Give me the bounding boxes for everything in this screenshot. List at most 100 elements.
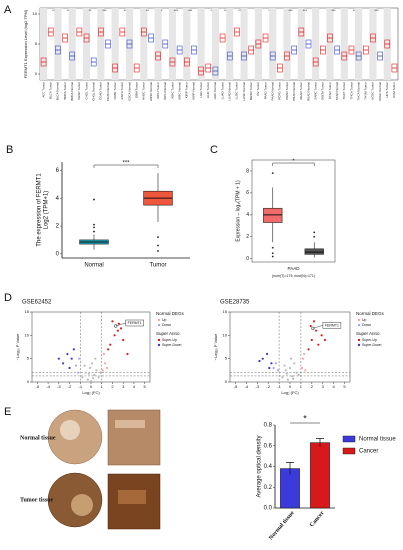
significance: **	[89, 9, 92, 13]
point	[276, 369, 280, 372]
highlight-box	[125, 319, 144, 327]
point	[66, 352, 69, 356]
outlier	[313, 235, 316, 238]
point	[300, 366, 304, 370]
x-tick-label: Tumor	[149, 263, 166, 269]
x-tick-label: PAAD Tumor	[263, 82, 267, 99]
x-tick-label: KICH Normal	[163, 82, 167, 100]
x-tick-label: LUSC Normal	[242, 82, 246, 101]
x-tick-label: READ Normal	[306, 82, 310, 101]
x-tick-label: THYM Tumor	[364, 82, 368, 100]
legend-label: Super-Up	[162, 338, 177, 342]
point	[109, 343, 112, 346]
legend-label: Up	[362, 318, 367, 322]
column-shade	[226, 8, 234, 80]
note: (num(T)=179; num(N)=171)	[272, 274, 315, 278]
legend-swatch	[357, 338, 361, 342]
x-tick-label: -2	[266, 384, 270, 389]
x-tick-label: ESCA Normal	[127, 82, 131, 101]
point	[117, 322, 120, 325]
point	[270, 362, 273, 365]
significance: ***	[102, 9, 107, 13]
column-shade	[40, 8, 48, 80]
x-axis-label: Log₂ (FC)	[82, 390, 100, 395]
legend-heading: Normal DEGs	[156, 311, 185, 316]
column-shade	[269, 8, 277, 80]
point	[317, 343, 320, 346]
x-tick-label: 2	[111, 384, 114, 389]
point	[74, 364, 78, 367]
legend-swatch	[157, 338, 161, 342]
point	[62, 362, 65, 365]
x-tick-label: READ Tumor	[299, 82, 303, 100]
y-tick-label: 0.6	[264, 443, 273, 449]
point	[283, 364, 286, 367]
legend-label: Up	[162, 318, 167, 322]
x-tick-label: COAD Normal	[106, 82, 110, 102]
normal-zoom	[107, 409, 161, 466]
column-shade	[340, 8, 348, 80]
point	[323, 338, 327, 342]
tumor-core-detail	[71, 494, 93, 516]
y-tick-label: 0	[246, 256, 249, 262]
point	[272, 366, 275, 370]
x-tick-label: LUAD Tumor	[220, 82, 224, 99]
x-tick-label: 1	[300, 384, 303, 389]
highlight-leader	[312, 325, 323, 329]
error-bar	[316, 438, 324, 447]
y-tick-label: 15	[223, 309, 228, 314]
point	[88, 366, 92, 370]
x-tick-label: Normal tissue	[268, 510, 296, 541]
panel-label: D	[4, 292, 12, 304]
legend-label: Super-Down	[362, 343, 382, 347]
point	[95, 369, 98, 372]
point	[309, 324, 312, 328]
x-tick-label: -4	[245, 384, 249, 389]
point	[284, 369, 287, 372]
x-tick-label: 5	[144, 384, 147, 389]
x-tick-label: GBM Tumor	[134, 82, 138, 98]
x-tick-label: BRCA Normal	[70, 82, 74, 101]
row-label: Tumor tissue	[20, 497, 54, 503]
column-shade	[326, 8, 334, 80]
panel-label: E	[4, 406, 11, 418]
x-tick-label: KIRC Normal	[177, 82, 181, 100]
outlier	[313, 231, 316, 234]
highlight-point	[114, 324, 118, 328]
significance: *	[293, 158, 295, 164]
column-shade	[82, 8, 91, 80]
chart-title: GSE62452	[22, 300, 52, 306]
x-tick-label: KIRP Normal	[192, 82, 196, 100]
x-tick-label: LGG Tumor	[199, 82, 203, 98]
x-tick-label: 3	[322, 384, 325, 389]
significance-bracket	[272, 162, 315, 166]
outlier	[93, 226, 95, 229]
x-tick-label: KIRC Tumor	[170, 82, 174, 99]
x-tick-label: -2	[68, 384, 72, 389]
point	[107, 348, 110, 351]
x-tick-label: BLCA Tumor	[49, 82, 53, 99]
legend-swatch	[342, 447, 356, 455]
x-tick-label: LIHC Tumor	[206, 82, 210, 98]
point	[87, 372, 90, 375]
point	[312, 320, 316, 323]
point	[72, 348, 75, 351]
point	[281, 376, 284, 379]
x-tick-label: KICH Tumor	[156, 82, 160, 99]
point	[84, 371, 87, 374]
point	[310, 338, 313, 342]
error-bar	[286, 462, 294, 475]
y-tick-label: 2	[56, 224, 60, 230]
point	[93, 373, 96, 377]
panel-label: B	[6, 144, 13, 156]
y-tick-label: 5	[35, 41, 38, 46]
x-tick-label: Normal	[84, 263, 103, 269]
point	[286, 378, 289, 381]
x-tick-label: -5	[36, 384, 40, 389]
x-tick-label: LIHC Normal	[213, 82, 217, 100]
y-tick-label: 0	[56, 251, 60, 257]
outlier	[157, 250, 159, 252]
x-tick-label: CESC Tumor	[77, 82, 81, 100]
y-axis-label: −Log₁₀ P Value	[15, 333, 20, 361]
